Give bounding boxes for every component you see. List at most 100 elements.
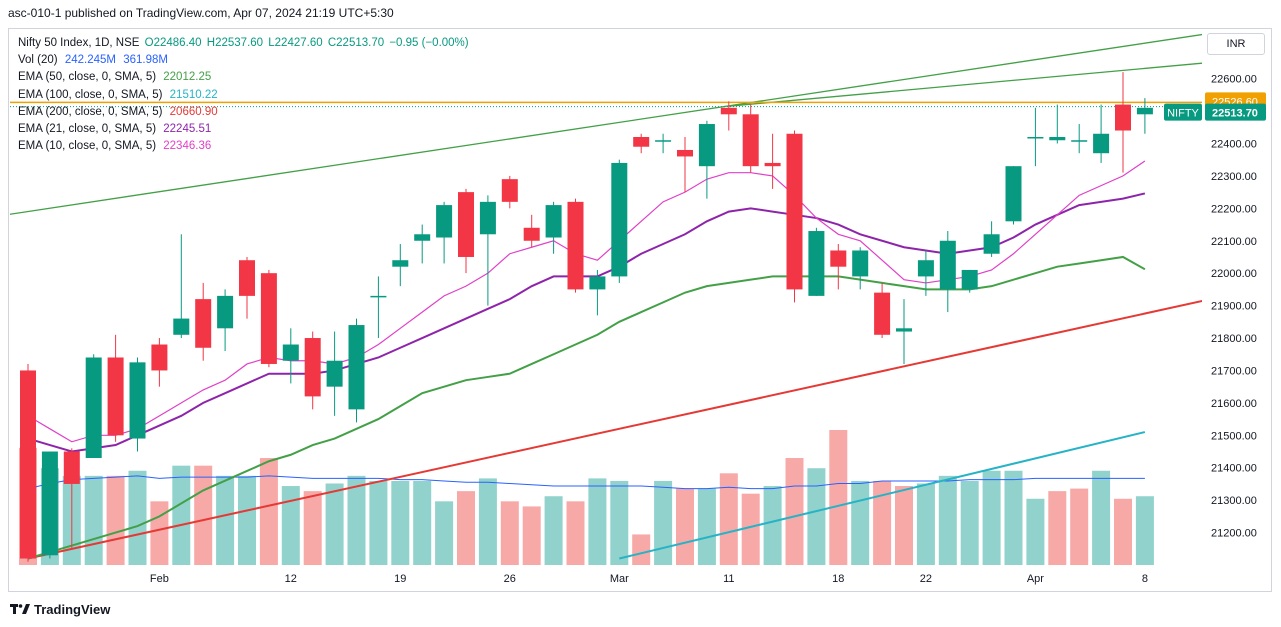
legend-high: H22537.60 bbox=[206, 37, 264, 49]
candle-body bbox=[677, 149, 693, 157]
price-tick-label: 21900.00 bbox=[1211, 301, 1257, 313]
candle-body bbox=[939, 240, 956, 290]
price-tick-label: 22000.00 bbox=[1211, 268, 1257, 280]
volume-bar bbox=[807, 468, 826, 565]
volume-bar bbox=[325, 483, 344, 565]
candle-body bbox=[633, 137, 650, 147]
volume-ma-line bbox=[27, 475, 1145, 490]
candle-body bbox=[896, 328, 912, 332]
candle-body bbox=[808, 231, 825, 296]
volume-bar bbox=[522, 506, 541, 565]
volume-bar bbox=[303, 491, 322, 565]
candle-body bbox=[961, 269, 978, 290]
candle-body bbox=[217, 295, 234, 329]
candle-body bbox=[41, 451, 58, 556]
candle-body bbox=[370, 295, 387, 298]
legend-ema10-label: EMA (10, close, 0, SMA, 5) bbox=[18, 140, 157, 153]
time-tick-label: Feb bbox=[150, 573, 169, 585]
ema10-line bbox=[27, 160, 1146, 443]
legend-ema10-row: EMA (10, close, 0, SMA, 5) 22346.36 bbox=[18, 138, 471, 155]
volume-bar bbox=[851, 480, 870, 565]
legend-symbol-row: Nifty 50 Index, 1D, NSE O22486.40 H22537… bbox=[18, 35, 471, 52]
price-tick-label: 21400.00 bbox=[1211, 463, 1257, 475]
legend-ema100-value: 21510.22 bbox=[169, 88, 218, 101]
currency-selector[interactable]: INR bbox=[1207, 33, 1265, 55]
candle-body bbox=[304, 338, 321, 397]
price-tick-label: 22100.00 bbox=[1211, 236, 1257, 248]
candle-body bbox=[611, 162, 628, 277]
candle-body bbox=[567, 201, 584, 290]
candle-body bbox=[129, 362, 146, 439]
candle-body bbox=[85, 357, 102, 458]
volume-bar bbox=[1070, 488, 1089, 565]
volume-bar bbox=[194, 465, 213, 565]
candle-body bbox=[151, 344, 168, 371]
volume-bar bbox=[697, 488, 716, 565]
candle-body bbox=[852, 250, 869, 277]
legend-ema21-label: EMA (21, close, 0, SMA, 5) bbox=[18, 123, 157, 136]
volume-bar bbox=[960, 480, 979, 565]
volume-bar bbox=[106, 475, 125, 565]
candle-body bbox=[874, 292, 891, 335]
volume-bar bbox=[281, 486, 300, 565]
ema100-line bbox=[619, 431, 1146, 560]
legend-volume-row: Vol (20) 242.245M 361.98M bbox=[18, 52, 471, 69]
volume-bar bbox=[982, 470, 1001, 565]
volume-bar bbox=[676, 488, 694, 565]
legend-low: L22427.60 bbox=[268, 37, 323, 49]
volume-bar bbox=[413, 480, 432, 565]
legend-ema50-value: 22012.25 bbox=[163, 71, 212, 84]
volume-bar bbox=[873, 480, 892, 565]
candle-body bbox=[1071, 140, 1088, 142]
candle-body bbox=[786, 133, 803, 290]
legend-ema10-value: 22346.36 bbox=[163, 140, 212, 153]
volume-bar bbox=[457, 491, 475, 565]
price-tick-label: 22200.00 bbox=[1211, 203, 1257, 215]
candle-body bbox=[545, 205, 562, 238]
volume-bar bbox=[916, 483, 935, 565]
ema50-line bbox=[27, 255, 1146, 560]
legend-ema50-label: EMA (50, close, 0, SMA, 5) bbox=[18, 71, 157, 84]
volume-bar bbox=[1004, 470, 1023, 565]
candle-body bbox=[1093, 133, 1110, 154]
price-tick-label: 21700.00 bbox=[1211, 365, 1257, 377]
candle-body bbox=[589, 276, 606, 290]
candle-body bbox=[655, 140, 672, 142]
volume-bar bbox=[654, 480, 673, 565]
volume-bar bbox=[435, 501, 454, 565]
candle-body bbox=[107, 357, 124, 436]
volume-bar bbox=[500, 501, 519, 565]
price-tick-label: 21500.00 bbox=[1211, 430, 1257, 442]
volume-bar bbox=[150, 501, 169, 565]
volume-bar bbox=[478, 478, 497, 565]
volume-bar bbox=[763, 486, 782, 565]
candle-body bbox=[1115, 104, 1131, 131]
legend-open: O22486.40 bbox=[144, 37, 202, 49]
volume-bar bbox=[172, 465, 191, 565]
volume-bar bbox=[610, 480, 629, 565]
price-tick-label: 21300.00 bbox=[1211, 495, 1257, 507]
price-tick-label: 22300.00 bbox=[1211, 171, 1257, 183]
volume-bar bbox=[1114, 498, 1132, 565]
volume-bar bbox=[719, 473, 738, 565]
legend-ema200-label: EMA (200, close, 0, SMA, 5) bbox=[18, 105, 163, 118]
time-tick-label: 19 bbox=[394, 573, 406, 585]
trendline bbox=[10, 33, 1202, 215]
legend-ema21-value: 22245.51 bbox=[163, 123, 212, 136]
candle-body bbox=[173, 318, 190, 335]
price-tick-label: 22400.00 bbox=[1211, 138, 1257, 150]
candle-body bbox=[326, 360, 343, 387]
ema21-line bbox=[27, 192, 1146, 453]
legend-volume-ma-value: 361.98M bbox=[123, 54, 168, 67]
candle-body bbox=[348, 325, 365, 410]
candle-body bbox=[458, 192, 474, 257]
legend-change: −0.95 (−0.00%) bbox=[389, 37, 469, 49]
candle-body bbox=[1049, 137, 1066, 141]
volume-bar bbox=[84, 475, 103, 565]
candle-body bbox=[764, 162, 781, 167]
legend-ema100-row: EMA (100, close, 0, SMA, 5) 21510.22 bbox=[18, 87, 471, 104]
last-price-tag bbox=[1205, 103, 1266, 121]
candle-body bbox=[983, 234, 1000, 254]
plot-area bbox=[10, 33, 1202, 565]
